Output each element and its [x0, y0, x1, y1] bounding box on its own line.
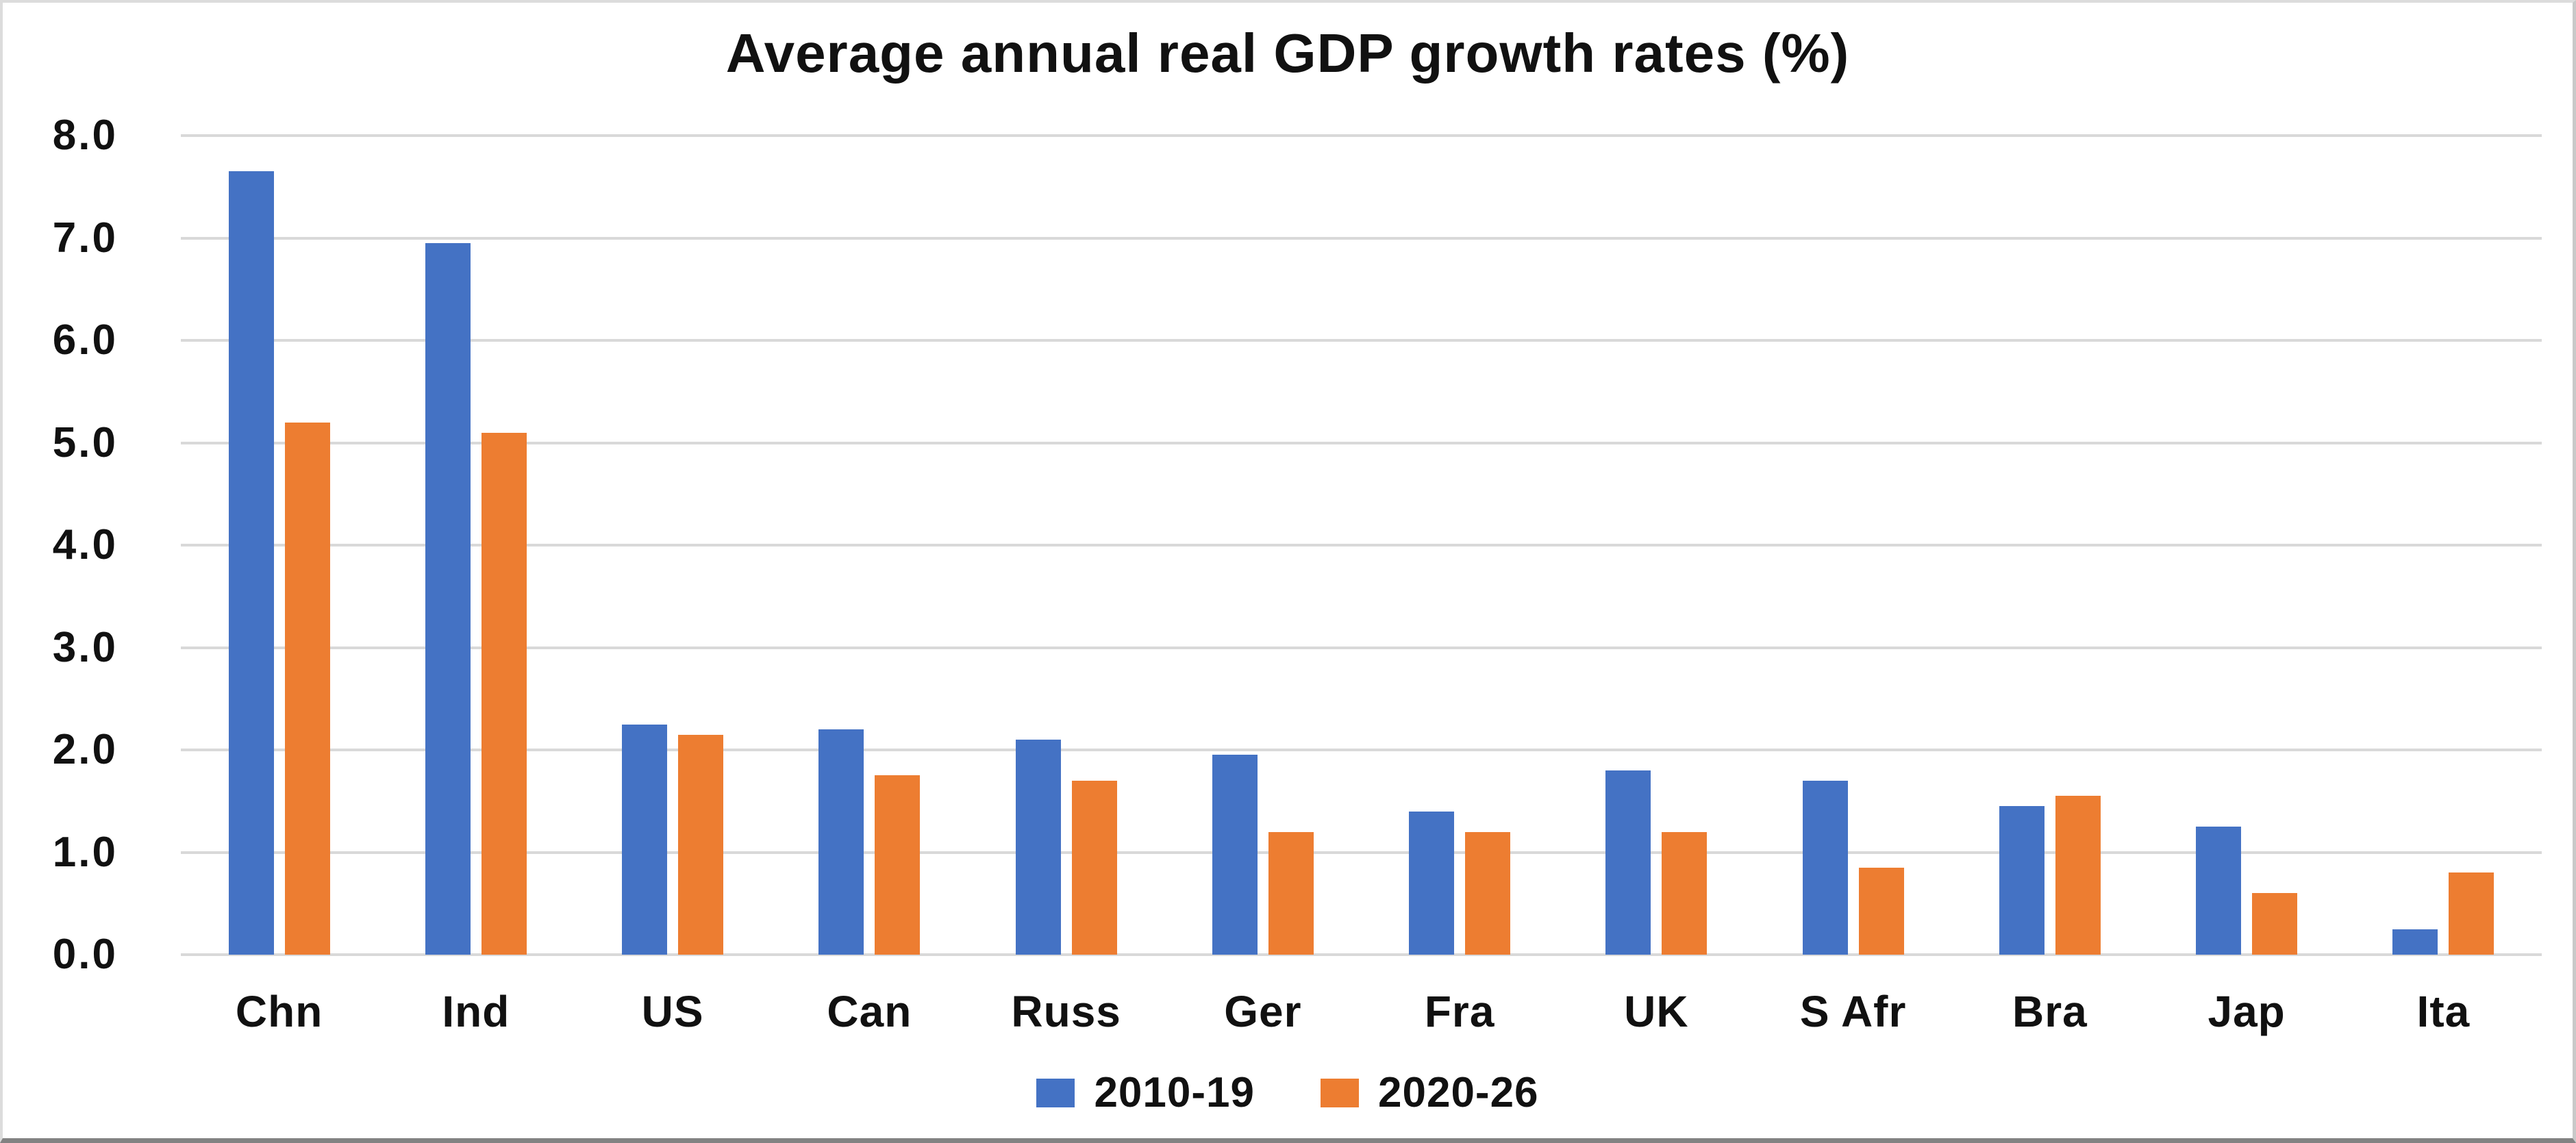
y-tick-label-7: 7.0 [52, 214, 118, 262]
bar-ind-2010-19 [425, 242, 471, 955]
gridline-7 [181, 236, 2542, 240]
bar-bra-2010-19 [1999, 806, 2044, 955]
gridline-5 [181, 441, 2542, 444]
category-label-russ: Russ [1011, 987, 1121, 1036]
chart-title: Average annual real GDP growth rates (%) [725, 23, 1850, 84]
bar-jap-2010-19 [2196, 827, 2242, 955]
gridline-2 [181, 749, 2542, 751]
bar-ind-2020-26 [481, 432, 527, 955]
y-tick-label-4: 4.0 [52, 521, 118, 568]
category-label-bra: Bra [2012, 987, 2088, 1036]
gridline-6 [181, 339, 2542, 342]
category-label-jap: Jap [2208, 987, 2286, 1036]
category-label-uk: UK [1624, 987, 1689, 1036]
legend-swatch-orange [1321, 1079, 1359, 1107]
category-label-ita: Ita [2416, 987, 2471, 1036]
category-label-can: Can [827, 987, 912, 1036]
bar-russ-2010-19 [1015, 740, 1061, 955]
bar-bra-2020-26 [2055, 796, 2101, 955]
category-label-ger: Ger [1224, 987, 1302, 1036]
gridline-8 [181, 134, 2542, 137]
category-label-fra: Fra [1424, 987, 1495, 1036]
y-tick-label-2: 2.0 [52, 726, 118, 773]
bar-can-2020-26 [875, 775, 921, 955]
bar-uk-2010-19 [1605, 770, 1651, 955]
legend-label: 2010-19 [1094, 1069, 1255, 1116]
bar-ita-2020-26 [2449, 872, 2494, 955]
bar-ita-2010-19 [2392, 929, 2438, 955]
bar-ger-2010-19 [1212, 755, 1258, 955]
category-label-ind: Ind [442, 987, 510, 1036]
legend-item-2010-19: 2010-19 [1036, 1072, 1255, 1114]
category-label-us: US [641, 987, 704, 1036]
bar-us-2020-26 [678, 734, 724, 955]
bar-ger-2020-26 [1268, 831, 1314, 955]
gridline-0 [181, 953, 2542, 956]
gridline-3 [181, 646, 2542, 649]
bar-jap-2020-26 [2252, 893, 2298, 955]
bar-can-2010-19 [818, 729, 864, 955]
y-tick-label-0: 0.0 [52, 931, 118, 978]
gridline-4 [181, 544, 2542, 547]
bar-fra-2010-19 [1409, 811, 1455, 955]
category-label-chn: Chn [235, 987, 323, 1036]
legend-item-2020-26: 2020-26 [1321, 1072, 1539, 1114]
bar-s-afr-2010-19 [1802, 780, 1848, 955]
y-tick-label-6: 6.0 [52, 316, 118, 364]
y-tick-label-3: 3.0 [52, 623, 118, 671]
bar-fra-2020-26 [1465, 831, 1511, 955]
bar-chn-2020-26 [284, 422, 330, 955]
y-tick-label-1: 1.0 [52, 828, 118, 876]
bar-russ-2020-26 [1071, 780, 1117, 955]
bar-uk-2020-26 [1662, 831, 1708, 955]
legend-label: 2020-26 [1378, 1069, 1539, 1116]
legend: 2010-19 2020-26 [3, 1070, 2573, 1116]
y-tick-label-5: 5.0 [52, 418, 118, 466]
bar-us-2010-19 [622, 724, 668, 955]
bar-s-afr-2020-26 [1858, 867, 1904, 955]
legend-swatch-blue [1036, 1079, 1075, 1107]
category-label-s-afr: S Afr [1799, 987, 1907, 1036]
bar-chn-2010-19 [228, 171, 274, 955]
gridline-1 [181, 851, 2542, 854]
y-tick-label-8: 8.0 [52, 112, 118, 159]
